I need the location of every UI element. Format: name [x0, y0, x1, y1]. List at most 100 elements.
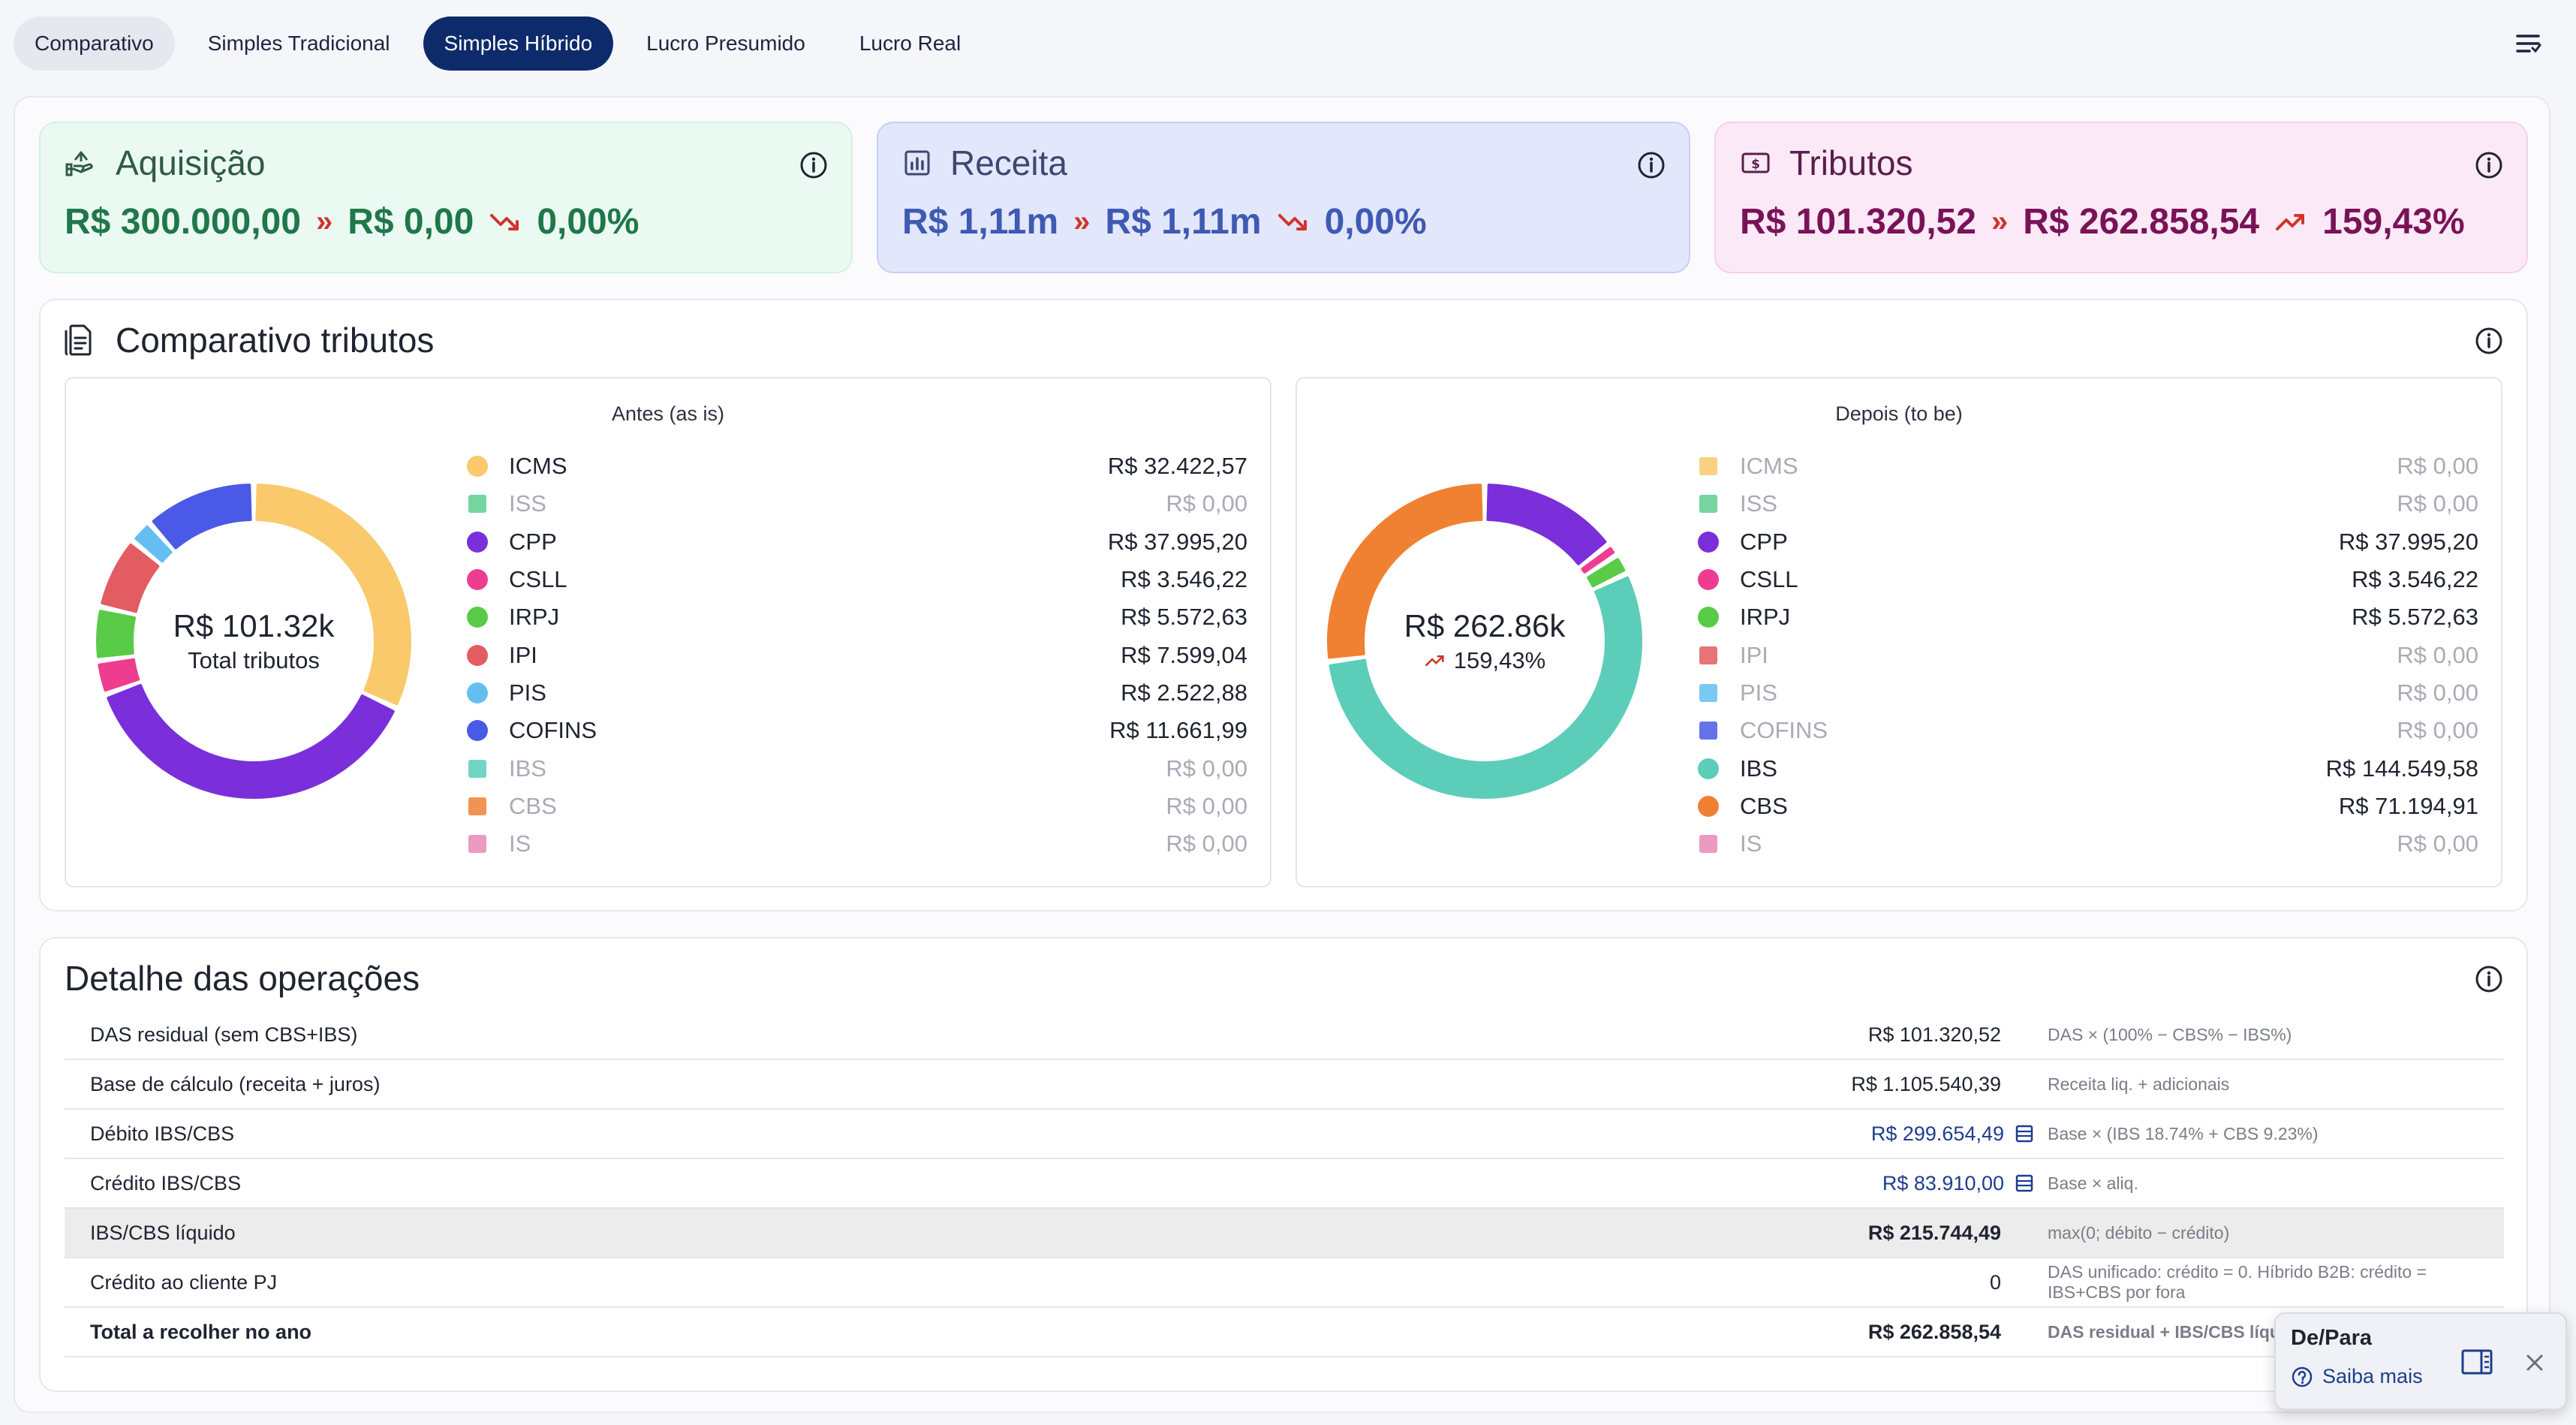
table-details-icon[interactable] [2015, 1124, 2034, 1143]
row-value[interactable]: R$ 299.654,49 [1123, 1122, 2033, 1146]
donut-slice-csll[interactable] [1581, 547, 1615, 574]
kpi-tributos-after: R$ 262.858,54 [2023, 202, 2260, 242]
table-row: Total a recolher no ano R$ 262.858,54 DAS … [65, 1308, 2504, 1357]
legend-item-irpj[interactable]: IRPJ R$ 5.572,63 [1698, 598, 2478, 636]
saiba-mais-link[interactable]: Saiba mais [2291, 1365, 2423, 1388]
info-icon[interactable] [799, 150, 829, 180]
legend-item-iss[interactable]: ISS R$ 0,00 [1698, 485, 2478, 523]
legend-marker [467, 682, 488, 703]
legend-item-cofins[interactable]: COFINS R$ 0,00 [1698, 712, 2478, 749]
legend-item-cpp[interactable]: CPP R$ 37.995,20 [467, 523, 1247, 561]
legend-value: R$ 3.546,22 [2352, 566, 2478, 593]
legend-marker [468, 797, 486, 815]
kpi-aquisicao-after: R$ 0,00 [348, 202, 474, 242]
legend-value: R$ 2.522,88 [1121, 679, 1247, 706]
tab-simples-tradicional[interactable]: Simples Tradicional [207, 32, 390, 55]
donut-slice-irpj[interactable] [1587, 558, 1626, 588]
legend-item-iss[interactable]: ISS R$ 0,00 [467, 485, 1247, 523]
donut-slice-cbs[interactable] [1327, 484, 1483, 659]
info-icon[interactable] [1636, 150, 1666, 180]
kpi-tributos-change: 159,43% [2322, 202, 2465, 242]
donut-slice-icms[interactable] [255, 484, 411, 706]
donut-slice-irpj[interactable] [96, 610, 136, 658]
info-icon[interactable] [2474, 150, 2504, 180]
donut-slice-ipi[interactable] [101, 543, 160, 613]
legend-item-pis[interactable]: PIS R$ 0,00 [1698, 674, 2478, 712]
legend-label: COFINS [509, 717, 597, 744]
kpi-aquisicao-before: R$ 300.000,00 [65, 202, 301, 242]
legend-value: R$ 0,00 [1166, 755, 1247, 782]
kpi-aquisicao: Aquisição R$ 300.000,00 » R$ 0,00 0,00% [39, 122, 853, 273]
legend-label: ISS [509, 490, 546, 517]
legend-item-csll[interactable]: CSLL R$ 3.546,22 [1698, 561, 2478, 598]
table-row: Débito IBS/CBS R$ 299.654,49 Base × (IBS 1… [65, 1110, 2504, 1159]
donut-slice-cpp[interactable] [107, 684, 395, 799]
row-value: R$ 1.105.540,39 [1851, 1072, 2001, 1095]
donut-center-label: Total tributos [188, 647, 320, 673]
side-panel-icon[interactable] [2460, 1348, 2493, 1375]
close-icon[interactable] [2523, 1351, 2546, 1374]
legend-value: R$ 5.572,63 [2352, 604, 2478, 631]
donut-slice-cpp[interactable] [1486, 484, 1607, 565]
legend-item-ipi[interactable]: IPI R$ 0,00 [1698, 636, 2478, 673]
legend-item-pis[interactable]: PIS R$ 2.522,88 [467, 674, 1247, 712]
legend-item-ibs[interactable]: IBS R$ 0,00 [467, 749, 1247, 787]
legend-value: R$ 5.572,63 [1121, 604, 1247, 631]
legend-item-csll[interactable]: CSLL R$ 3.546,22 [467, 561, 1247, 598]
info-icon[interactable] [2474, 326, 2504, 356]
legend-marker [467, 456, 488, 478]
document-list-icon [65, 324, 92, 356]
detail-table: DAS residual (sem CBS+IBS) R$ 101.320,52 D… [65, 1011, 2504, 1357]
legend-item-irpj[interactable]: IRPJ R$ 5.572,63 [467, 598, 1247, 636]
table-details-icon[interactable] [2015, 1173, 2034, 1193]
legend-value: R$ 11.661,99 [1109, 717, 1247, 744]
legend-item-cpp[interactable]: CPP R$ 37.995,20 [1698, 523, 2478, 561]
tab-lucro-real[interactable]: Lucro Real [859, 32, 961, 55]
legend-value: R$ 0,00 [2397, 453, 2478, 480]
comparativo-tributos-section: Comparativo tributos Antes (as is) R$ 10… [39, 299, 2528, 911]
legend-label: CBS [1740, 792, 1788, 819]
legend-value: R$ 0,00 [1166, 792, 1247, 819]
tab-lucro-presumido[interactable]: Lucro Presumido [646, 32, 805, 55]
trend-up-icon [2276, 213, 2305, 230]
legend-item-is[interactable]: IS R$ 0,00 [1698, 825, 2478, 863]
legend-item-icms[interactable]: ICMS R$ 32.422,57 [467, 447, 1247, 485]
tab-simples-hibrido[interactable]: Simples Híbrido [423, 17, 614, 71]
chart-card-antes: Antes (as is) R$ 101.32k Total tributos … [65, 377, 1271, 887]
legend-value: R$ 144.549,58 [2325, 755, 2478, 782]
legend-label: IRPJ [1740, 604, 1791, 631]
legend-item-cbs[interactable]: CBS R$ 71.194,91 [1698, 788, 2478, 825]
legend-item-cofins[interactable]: COFINS R$ 11.661,99 [467, 712, 1247, 749]
legend-marker [1699, 835, 1717, 854]
donut-slice-pis[interactable] [134, 525, 173, 563]
legend-item-cbs[interactable]: CBS R$ 0,00 [467, 788, 1247, 825]
legend-label: CPP [509, 528, 557, 555]
row-formula: Base × (IBS 18.74% + CBS 9.23%) [2048, 1123, 2319, 1143]
menu-icon[interactable] [2513, 29, 2543, 59]
donut-slice-csll[interactable] [98, 658, 140, 692]
legend-item-ipi[interactable]: IPI R$ 7.599,04 [467, 636, 1247, 673]
section-title: Detalhe das operações [65, 959, 420, 998]
bar-chart-icon [904, 150, 930, 176]
legend-label: IS [509, 830, 531, 857]
row-value[interactable]: R$ 83.910,00 [1123, 1172, 2033, 1195]
donut-slice-cofins[interactable] [152, 484, 252, 550]
legend-label: IPI [1740, 641, 1768, 668]
kpi-receita: Receita R$ 1,11m » R$ 1,11m 0,00% [877, 122, 1690, 273]
legend-marker [467, 569, 488, 591]
row-formula: Base × aliq. [2048, 1173, 2138, 1193]
legend-marker [467, 531, 488, 553]
donut-center-value: R$ 101.32k [173, 608, 335, 643]
tab-comparativo[interactable]: Comparativo [14, 17, 175, 71]
kpi-tributos-title: Tributos [1789, 143, 1913, 182]
legend-item-icms[interactable]: ICMS R$ 0,00 [1698, 447, 2478, 485]
kpi-aquisicao-title: Aquisição [116, 143, 266, 182]
money-bill-icon: $ [1741, 152, 1770, 173]
info-icon[interactable] [2474, 964, 2504, 994]
kpi-aquisicao-change: 0,00% [537, 202, 639, 242]
table-row: IBS/CBS líquido R$ 215.744,49 max(0; débit… [65, 1209, 2504, 1258]
donut-slice-ibs[interactable] [1329, 576, 1642, 799]
chart-legend: ICMS R$ 0,00 ISS R$ 0,00 CPP R$ 37.995,20 CSLL… [1698, 447, 2478, 863]
legend-item-ibs[interactable]: IBS R$ 144.549,58 [1698, 749, 2478, 787]
legend-item-is[interactable]: IS R$ 0,00 [467, 825, 1247, 863]
